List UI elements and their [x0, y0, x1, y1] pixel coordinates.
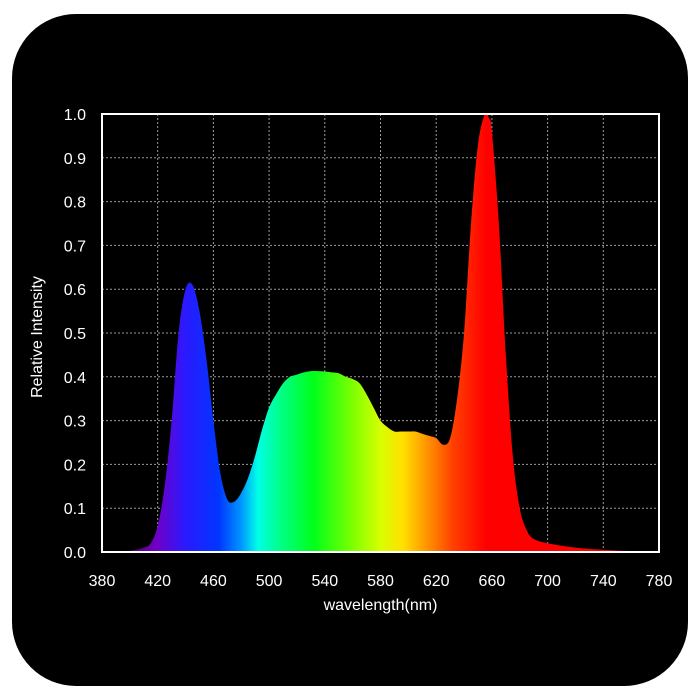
- x-tick-label: 700: [534, 573, 561, 590]
- x-tick-label: 380: [89, 573, 116, 590]
- y-tick-label: 0.8: [64, 195, 86, 212]
- x-tick-label: 460: [200, 573, 227, 590]
- y-tick-label: 0.2: [64, 457, 86, 474]
- x-tick-label: 420: [144, 573, 171, 590]
- y-tick-label: 0.0: [64, 545, 86, 562]
- chart-card: [12, 14, 688, 686]
- y-tick-label: 0.5: [64, 326, 86, 343]
- x-tick-label: 620: [423, 573, 450, 590]
- spectrum-area: [102, 114, 659, 552]
- x-tick-label: 580: [367, 573, 394, 590]
- y-tick-label: 0.6: [64, 282, 86, 299]
- x-axis-ticks: 380 420 460 500 540 580 620 660 700 740 780: [89, 573, 673, 590]
- x-tick-label: 500: [256, 573, 283, 590]
- x-axis-title: wavelength(nm): [323, 597, 438, 614]
- spectrum-series-area: [102, 114, 659, 552]
- y-tick-label: 0.9: [64, 151, 86, 168]
- x-tick-label: 740: [590, 573, 617, 590]
- y-axis-title: Relative Intensity: [29, 276, 46, 398]
- x-tick-label: 660: [479, 573, 506, 590]
- y-tick-label: 0.4: [64, 370, 86, 387]
- plot-frame: [101, 113, 660, 553]
- x-tick-label: 540: [311, 573, 338, 590]
- y-tick-label: 0.1: [64, 501, 86, 518]
- y-tick-label: 0.3: [64, 414, 86, 431]
- y-tick-label: 0.7: [64, 238, 86, 255]
- y-axis-ticks: 0.0 0.1 0.2 0.3 0.4 0.5 0.6 0.7 0.8 0.9 1.0: [64, 107, 86, 562]
- x-tick-label: 780: [646, 573, 673, 590]
- y-tick-label: 1.0: [64, 107, 86, 124]
